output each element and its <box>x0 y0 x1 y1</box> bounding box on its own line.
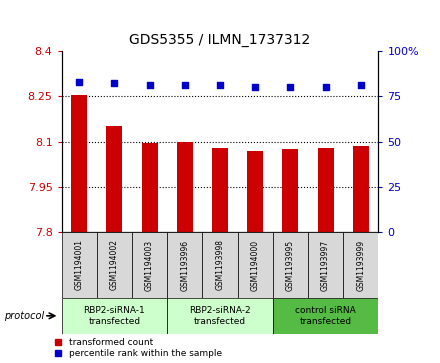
Text: GSM1193998: GSM1193998 <box>216 240 224 290</box>
Text: GSM1194003: GSM1194003 <box>145 240 154 290</box>
Bar <box>247 151 263 232</box>
Bar <box>318 148 334 232</box>
Point <box>287 84 294 90</box>
Text: RBP2-siRNA-1
transfected: RBP2-siRNA-1 transfected <box>84 306 145 326</box>
Point <box>146 82 153 88</box>
Bar <box>308 232 343 298</box>
Bar <box>106 126 122 232</box>
Bar <box>62 298 167 334</box>
Bar <box>132 232 167 298</box>
Point <box>322 84 329 90</box>
Text: GSM1194001: GSM1194001 <box>75 240 84 290</box>
Point <box>357 82 364 88</box>
Title: GDS5355 / ILMN_1737312: GDS5355 / ILMN_1737312 <box>129 33 311 47</box>
Text: GSM1193995: GSM1193995 <box>286 240 295 290</box>
Text: GSM1194002: GSM1194002 <box>110 240 119 290</box>
Text: GSM1193999: GSM1193999 <box>356 240 365 290</box>
Text: protocol: protocol <box>4 311 44 321</box>
Bar <box>353 146 369 232</box>
Bar <box>212 148 228 232</box>
Bar <box>202 232 238 298</box>
Text: RBP2-siRNA-2
transfected: RBP2-siRNA-2 transfected <box>189 306 251 326</box>
Bar <box>273 298 378 334</box>
Legend: transformed count, percentile rank within the sample: transformed count, percentile rank withi… <box>48 338 222 359</box>
Bar <box>343 232 378 298</box>
Point <box>181 82 188 88</box>
Bar <box>71 95 87 232</box>
Bar <box>167 232 202 298</box>
Bar <box>177 142 193 232</box>
Text: control siRNA
transfected: control siRNA transfected <box>295 306 356 326</box>
Text: GSM1194000: GSM1194000 <box>251 240 260 290</box>
Bar <box>97 232 132 298</box>
Point <box>111 81 118 86</box>
Point <box>76 79 83 85</box>
Bar <box>167 298 273 334</box>
Bar <box>282 149 298 232</box>
Point <box>216 82 224 88</box>
Bar <box>273 232 308 298</box>
Point <box>252 84 259 90</box>
Bar <box>142 143 158 232</box>
Bar <box>62 232 97 298</box>
Text: GSM1193996: GSM1193996 <box>180 240 189 290</box>
Bar <box>238 232 273 298</box>
Text: GSM1193997: GSM1193997 <box>321 240 330 290</box>
